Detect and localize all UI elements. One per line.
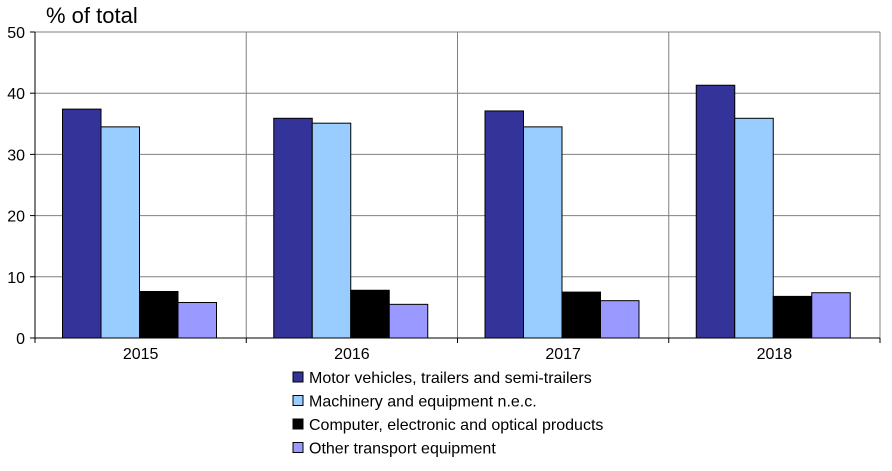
bar — [100, 126, 140, 339]
y-tick-label: 40 — [7, 86, 25, 103]
bar — [484, 110, 524, 339]
legend-swatch — [292, 442, 304, 453]
x-tick-label: 2015 — [123, 346, 159, 363]
bar — [600, 300, 640, 339]
bar — [811, 292, 851, 339]
x-tick-label: 2018 — [757, 346, 793, 363]
bar — [177, 302, 217, 339]
legend-swatch — [292, 371, 304, 383]
bar — [523, 126, 563, 339]
bar — [388, 303, 429, 339]
y-tick-label: 30 — [7, 147, 25, 164]
bar — [273, 117, 313, 339]
legend-label: Computer, electronic and optical product… — [309, 417, 603, 434]
y-tick-label: 10 — [7, 270, 25, 287]
bar — [139, 290, 179, 339]
bar — [772, 295, 813, 339]
tick-labels: 0 10 20 30 40 50 2015 2016 2017 2018 — [7, 25, 792, 363]
bar — [350, 289, 390, 339]
bars — [62, 84, 851, 339]
y-axis-title: % of total — [46, 3, 138, 28]
legend-label: Motor vehicles, trailers and semi-traile… — [309, 370, 592, 387]
bar — [62, 108, 102, 339]
bar — [311, 122, 352, 339]
y-tick-label: 0 — [16, 331, 25, 348]
x-tick-label: 2017 — [545, 346, 581, 363]
legend: Motor vehicles, trailers and semi-traile… — [292, 370, 603, 458]
bar — [695, 84, 736, 339]
y-tick-label: 50 — [7, 25, 25, 42]
bar — [561, 291, 601, 339]
axes — [30, 31, 881, 343]
legend-label: Other transport equipment — [309, 441, 496, 458]
legend-label: Machinery and equipment n.e.c. — [309, 394, 537, 411]
y-tick-label: 20 — [7, 209, 25, 226]
legend-swatch — [292, 395, 304, 406]
x-tick-label: 2016 — [334, 346, 370, 363]
bar — [734, 117, 774, 339]
legend-swatch — [292, 418, 304, 430]
